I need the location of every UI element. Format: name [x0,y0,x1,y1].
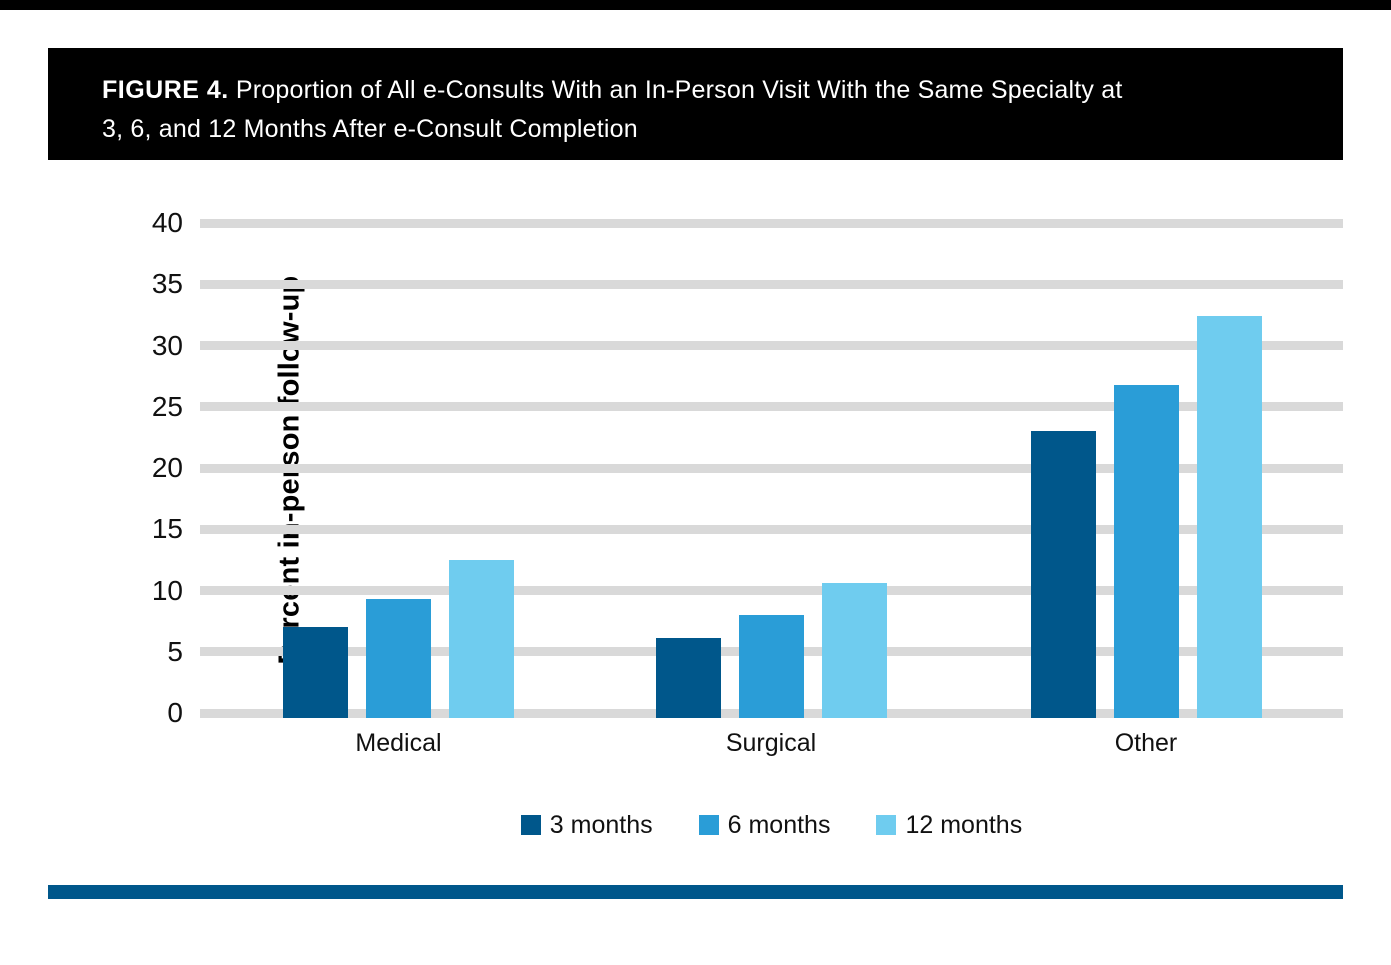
legend-label: 12 months [905,811,1023,839]
legend-label: 3 months [549,811,653,839]
bar-other-6-months [1113,384,1179,718]
y-tick-label-35: 35 [151,268,183,300]
gridline-35 [200,279,1343,289]
bar-surgical-12-months [821,583,887,718]
bar-surgical-3-months [655,638,721,718]
bottom-accent-rule [48,885,1343,899]
figure-header: FIGURE 4. Proportion of All e-Consults W… [48,48,1343,160]
legend-swatch-icon [698,815,719,835]
y-tick-label-15: 15 [151,513,183,545]
x-category-label-other: Other [1114,729,1178,757]
x-category-label-surgical: Surgical [725,729,817,757]
y-tick-label-30: 30 [151,329,183,361]
figure-title-line-2: 3, 6, and 12 Months After e-Consult Comp… [102,110,1293,149]
bar-medical-12-months [449,559,514,718]
legend-label: 6 months [727,811,831,839]
y-tick-label-20: 20 [151,452,183,483]
legend-swatch-icon [520,815,541,835]
y-tick-label-40: 40 [151,207,183,238]
legend-item-3-months: 3 months [520,811,653,839]
bar-other-3-months [1030,431,1096,718]
legend-item-6-months: 6 months [698,811,831,839]
figure-title-text-continued: 3, 6, and 12 Months After e-Consult Comp… [102,115,638,143]
legend-item-12-months: 12 months [876,812,1022,838]
gridline-40 [200,218,1343,228]
y-tick-label-10: 10 [151,574,183,606]
gridline-15 [200,524,1343,534]
x-category-label-medical: Medical [355,729,442,757]
top-border-strip [0,0,1391,10]
gridline-20 [200,463,1343,473]
chart-legend: 3 months 6 months 12 months [200,812,1343,838]
figure-title-text: Proportion of All e-Consults With an In-… [235,76,1123,104]
gridline-30 [200,341,1343,350]
y-tick-label-5: 5 [167,635,183,667]
figure-title-line-1: FIGURE 4. Proportion of All e-Consults W… [102,71,1293,110]
gridline-10 [200,586,1343,595]
gridline-25 [200,402,1343,412]
bar-surgical-6-months [738,615,804,718]
y-tick-label-25: 25 [151,390,183,422]
bar-chart: Percent in-person follow-up 051015202530… [0,160,1391,860]
bar-medical-3-months [283,627,348,718]
y-tick-label-0: 0 [167,697,183,728]
figure-number-label: FIGURE 4. [102,76,229,104]
bar-medical-6-months [366,599,431,718]
legend-swatch-icon [876,815,897,835]
bar-other-12-months [1196,316,1262,718]
